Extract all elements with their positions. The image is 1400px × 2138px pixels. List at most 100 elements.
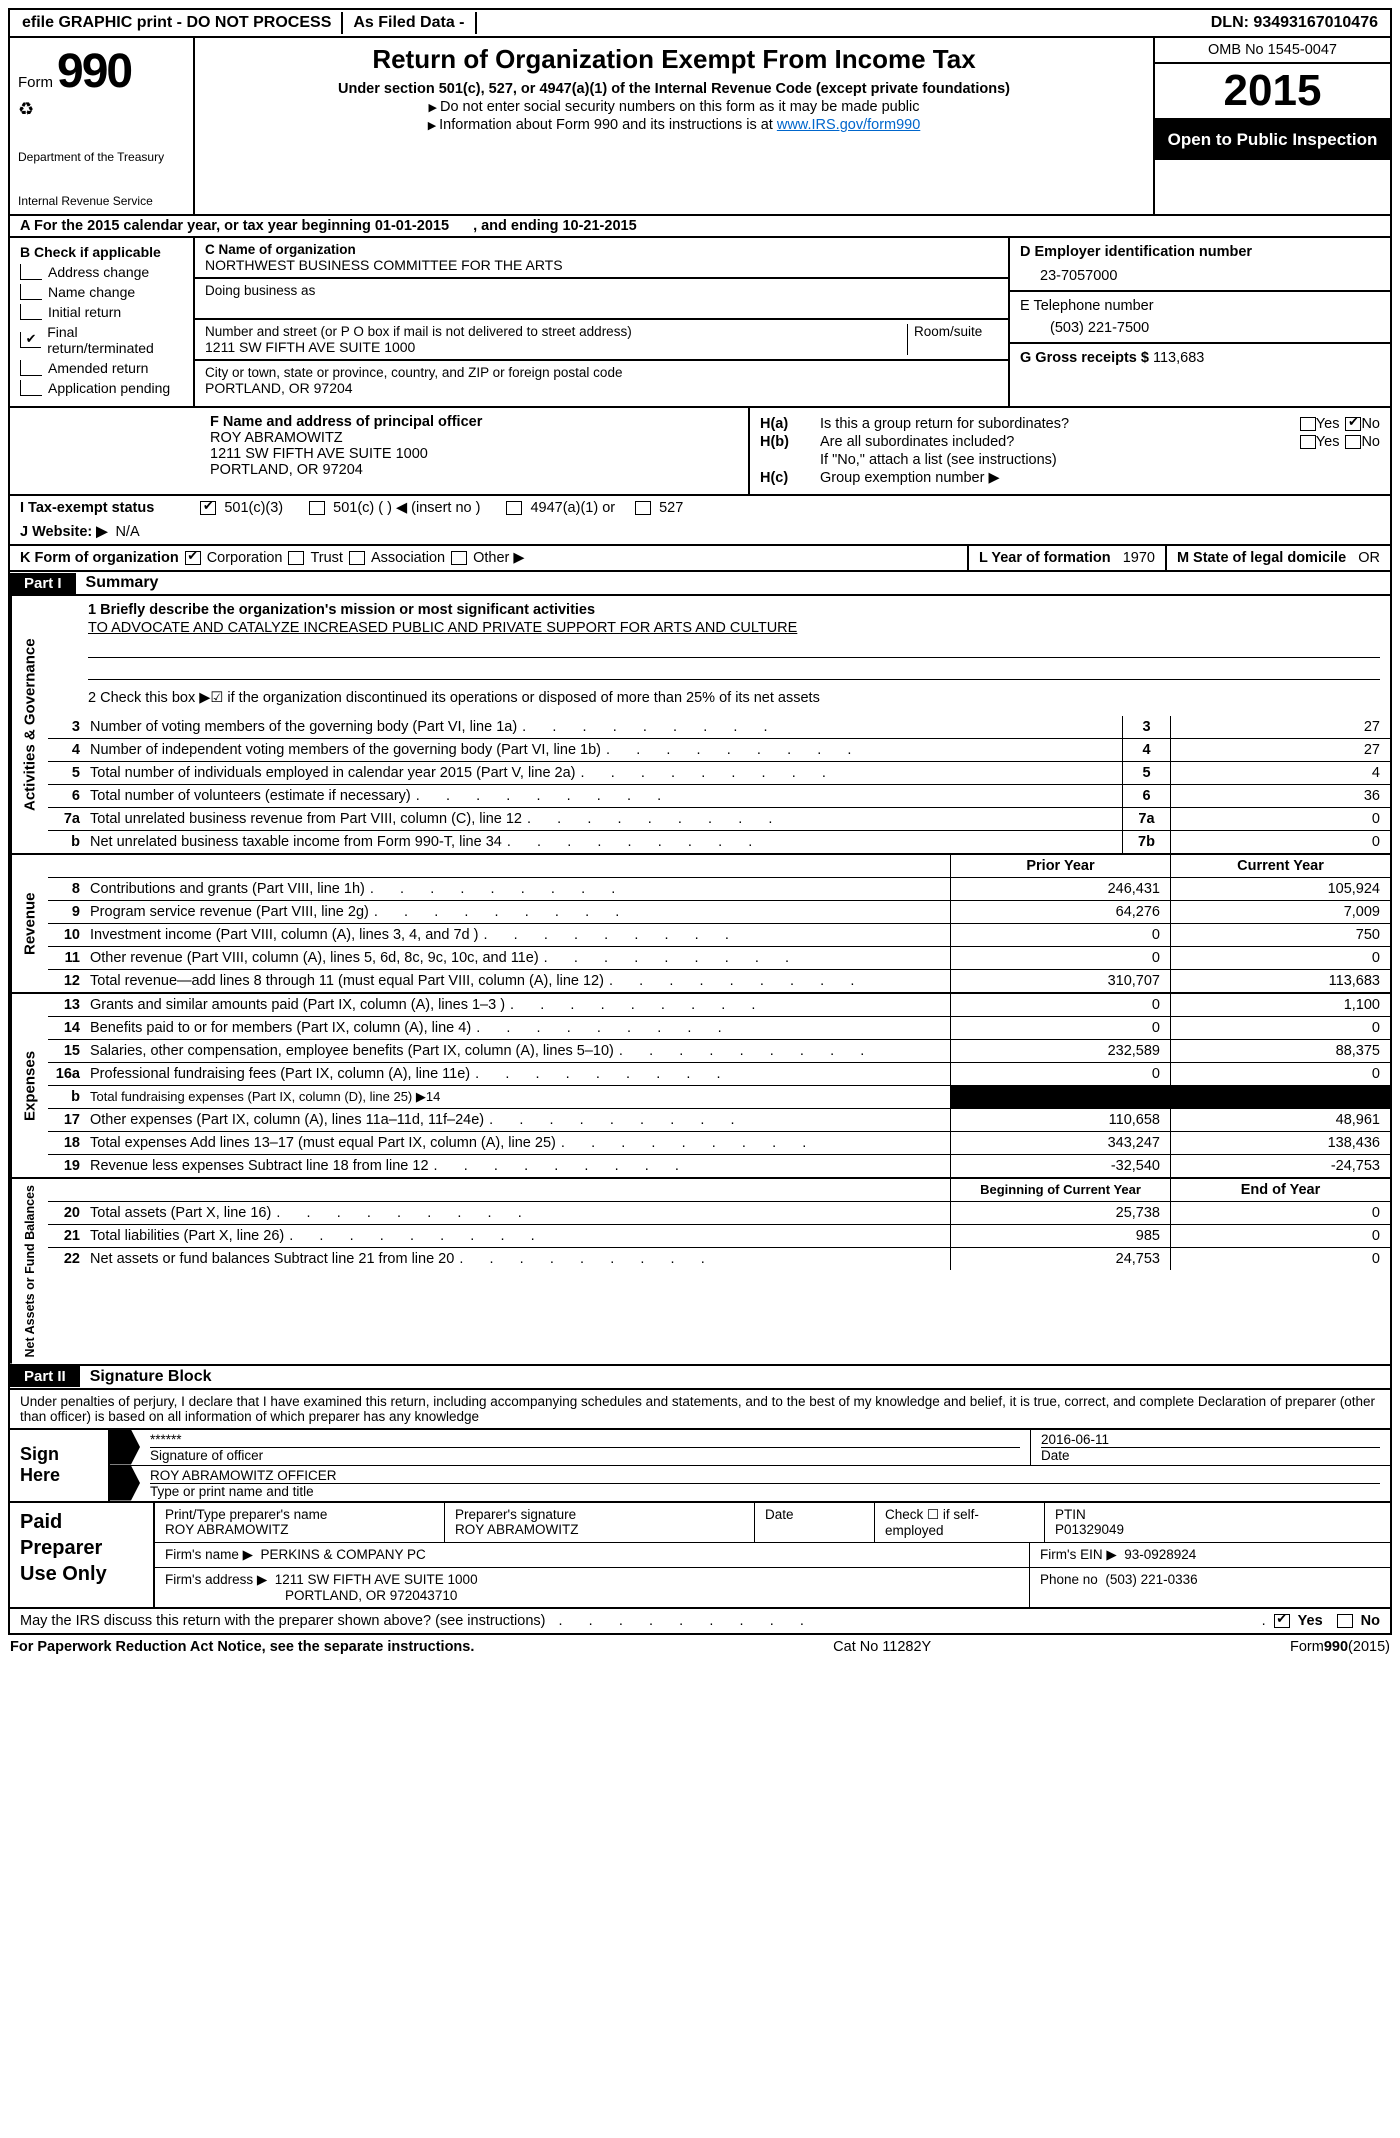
- perjury-statement: Under penalties of perjury, I declare th…: [8, 1390, 1392, 1430]
- gov-row: 6 Total number of volunteers (estimate i…: [48, 785, 1390, 808]
- discuss-no[interactable]: [1337, 1614, 1353, 1628]
- chk-501c[interactable]: [309, 501, 325, 515]
- sig-stars: ******: [150, 1432, 1020, 1447]
- preparer-name: ROY ABRAMOWITZ: [165, 1522, 434, 1537]
- row-k: K Form of organization ✔Corporation Trus…: [8, 546, 1392, 572]
- check2-line: 2 Check this box ▶☑ if the organization …: [48, 684, 1390, 716]
- firm-addr2: PORTLAND, OR 972043710: [165, 1588, 457, 1603]
- website-value: N/A: [115, 524, 139, 540]
- dba-cell: Doing business as: [195, 279, 1008, 320]
- part-i-badge: Part I: [10, 573, 76, 594]
- self-employed-check[interactable]: Check ☐ if self-employed: [875, 1503, 1045, 1542]
- mission-block: 1 Briefly describe the organization's mi…: [48, 596, 1390, 684]
- b-label: B Check if applicable: [20, 244, 183, 260]
- paid-preparer-block: Paid Preparer Use Only Print/Type prepar…: [8, 1503, 1392, 1609]
- ptin: P01329049: [1055, 1522, 1380, 1537]
- org-city: PORTLAND, OR 97204: [205, 380, 998, 396]
- dln-value: 93493167010476: [1253, 14, 1378, 31]
- ein-cell: D Employer identification number 23-7057…: [1010, 238, 1390, 292]
- chk-other[interactable]: [451, 551, 467, 565]
- section-h: H(a)Is this a group return for subordina…: [750, 408, 1390, 494]
- hb-yes[interactable]: [1300, 435, 1316, 449]
- discuss-yes[interactable]: ✔: [1274, 1614, 1290, 1628]
- boy-hdr: Beginning of Current Year: [950, 1179, 1170, 1201]
- revenue-block: Revenue Prior Year Current Year 8 Contri…: [8, 855, 1392, 994]
- expenses-block: Expenses 13 Grants and similar amounts p…: [8, 994, 1392, 1179]
- current-year-hdr: Current Year: [1170, 855, 1390, 877]
- chk-527[interactable]: [635, 501, 651, 515]
- part-i-header: Part I Summary: [8, 572, 1392, 596]
- header-mid: Return of Organization Exempt From Incom…: [195, 38, 1155, 214]
- sign-arrow-icon: [110, 1430, 140, 1465]
- city-cell: City or town, state or province, country…: [195, 361, 1008, 400]
- hb-no[interactable]: [1345, 435, 1361, 449]
- prior-year-hdr: Prior Year: [950, 855, 1170, 877]
- money-row: 8 Contributions and grants (Part VIII, l…: [48, 878, 1390, 901]
- form-subtitle: Under section 501(c), 527, or 4947(a)(1)…: [205, 81, 1143, 97]
- row-i-tax-exempt: I Tax-exempt status ✔501(c)(3) 501(c) ( …: [8, 496, 1392, 520]
- sign-arrow-icon: [110, 1466, 140, 1501]
- money-row: 11 Other revenue (Part VIII, column (A),…: [48, 947, 1390, 970]
- form-num: 990: [57, 44, 131, 99]
- preparer-sig: ROY ABRAMOWITZ: [455, 1522, 744, 1537]
- part-ii-header: Part II Signature Block: [8, 1366, 1392, 1390]
- part-ii-title: Signature Block: [80, 1366, 222, 1388]
- dln-label: DLN:: [1211, 14, 1249, 31]
- open-to-public: Open to Public Inspection: [1155, 120, 1390, 160]
- dln: DLN: 93493167010476: [1201, 12, 1388, 34]
- money-row: 21 Total liabilities (Part X, line 26) 9…: [48, 1225, 1390, 1248]
- phone-cell: E Telephone number (503) 221-7500: [1010, 292, 1390, 344]
- firm-name: PERKINS & COMPANY PC: [260, 1547, 425, 1562]
- col-b-checkboxes: B Check if applicable Address change Nam…: [10, 238, 195, 406]
- irs-link[interactable]: www.IRS.gov/form990: [777, 117, 920, 133]
- footer-left: For Paperwork Reduction Act Notice, see …: [10, 1639, 474, 1655]
- sig-officer-label: Signature of officer: [150, 1447, 1020, 1463]
- dept-irs: Internal Revenue Service: [18, 194, 185, 208]
- footer-right: Form990(2015): [1290, 1639, 1390, 1655]
- part-ii-badge: Part II: [10, 1366, 80, 1387]
- chk-application-pending[interactable]: Application pending: [20, 380, 183, 396]
- chk-association[interactable]: [349, 551, 365, 565]
- chk-initial-return[interactable]: Initial return: [20, 304, 183, 320]
- money-row: 19 Revenue less expenses Subtract line 1…: [48, 1155, 1390, 1177]
- money-row: 13 Grants and similar amounts paid (Part…: [48, 994, 1390, 1017]
- h-note: If "No," attach a list (see instructions…: [760, 452, 1380, 468]
- chk-trust[interactable]: [288, 551, 304, 565]
- ha-yes[interactable]: [1300, 417, 1316, 431]
- gross-receipts-cell: G Gross receipts $ 113,683: [1010, 344, 1390, 406]
- chk-name-change[interactable]: Name change: [20, 284, 183, 300]
- sig-date: 2016-06-11: [1041, 1432, 1380, 1447]
- tab-revenue: Revenue: [10, 855, 48, 992]
- mission-text: TO ADVOCATE AND CATALYZE INCREASED PUBLI…: [88, 620, 1380, 636]
- officer-name-label: Type or print name and title: [150, 1483, 1380, 1499]
- chk-corporation[interactable]: ✔: [185, 551, 201, 565]
- tab-governance: Activities & Governance: [10, 596, 48, 853]
- org-name: NORTHWEST BUSINESS COMMITTEE FOR THE ART…: [205, 257, 998, 273]
- chk-4947[interactable]: [506, 501, 522, 515]
- chk-final-return[interactable]: ✔Final return/terminated: [20, 324, 183, 356]
- header-line1: Do not enter social security numbers on …: [205, 99, 1143, 115]
- form-title: Return of Organization Exempt From Incom…: [205, 44, 1143, 75]
- netassets-block: Net Assets or Fund Balances Beginning of…: [8, 1179, 1392, 1366]
- gov-row: 3 Number of voting members of the govern…: [48, 716, 1390, 739]
- street-cell: Number and street (or P O box if mail is…: [195, 320, 1008, 361]
- footer-mid: Cat No 11282Y: [833, 1639, 931, 1655]
- org-name-cell: C Name of organization NORTHWEST BUSINES…: [195, 238, 1008, 279]
- chk-501c3[interactable]: ✔: [200, 501, 216, 515]
- page-footer: For Paperwork Reduction Act Notice, see …: [8, 1635, 1392, 1659]
- gov-row: 4 Number of independent voting members o…: [48, 739, 1390, 762]
- officer-name: ROY ABRAMOWITZ: [210, 430, 343, 446]
- col-headers-1: Prior Year Current Year: [48, 855, 1390, 878]
- chk-amended-return[interactable]: Amended return: [20, 360, 183, 376]
- officer-addr2: PORTLAND, OR 97204: [210, 462, 363, 478]
- money-row: 20 Total assets (Part X, line 16) 25,738…: [48, 1202, 1390, 1225]
- firm-ein: 93-0928924: [1124, 1547, 1196, 1562]
- money-row: 15 Salaries, other compensation, employe…: [48, 1040, 1390, 1063]
- money-row: 12 Total revenue—add lines 8 through 11 …: [48, 970, 1390, 992]
- tax-year: 2015: [1155, 64, 1390, 120]
- dept-treasury: Department of the Treasury: [18, 150, 185, 164]
- firm-addr1: 1211 SW FIFTH AVE SUITE 1000: [275, 1572, 478, 1587]
- chk-address-change[interactable]: Address change: [20, 264, 183, 280]
- ha-no[interactable]: ✔: [1345, 417, 1361, 431]
- header-left: Form 990 ♻ Department of the Treasury In…: [10, 38, 195, 214]
